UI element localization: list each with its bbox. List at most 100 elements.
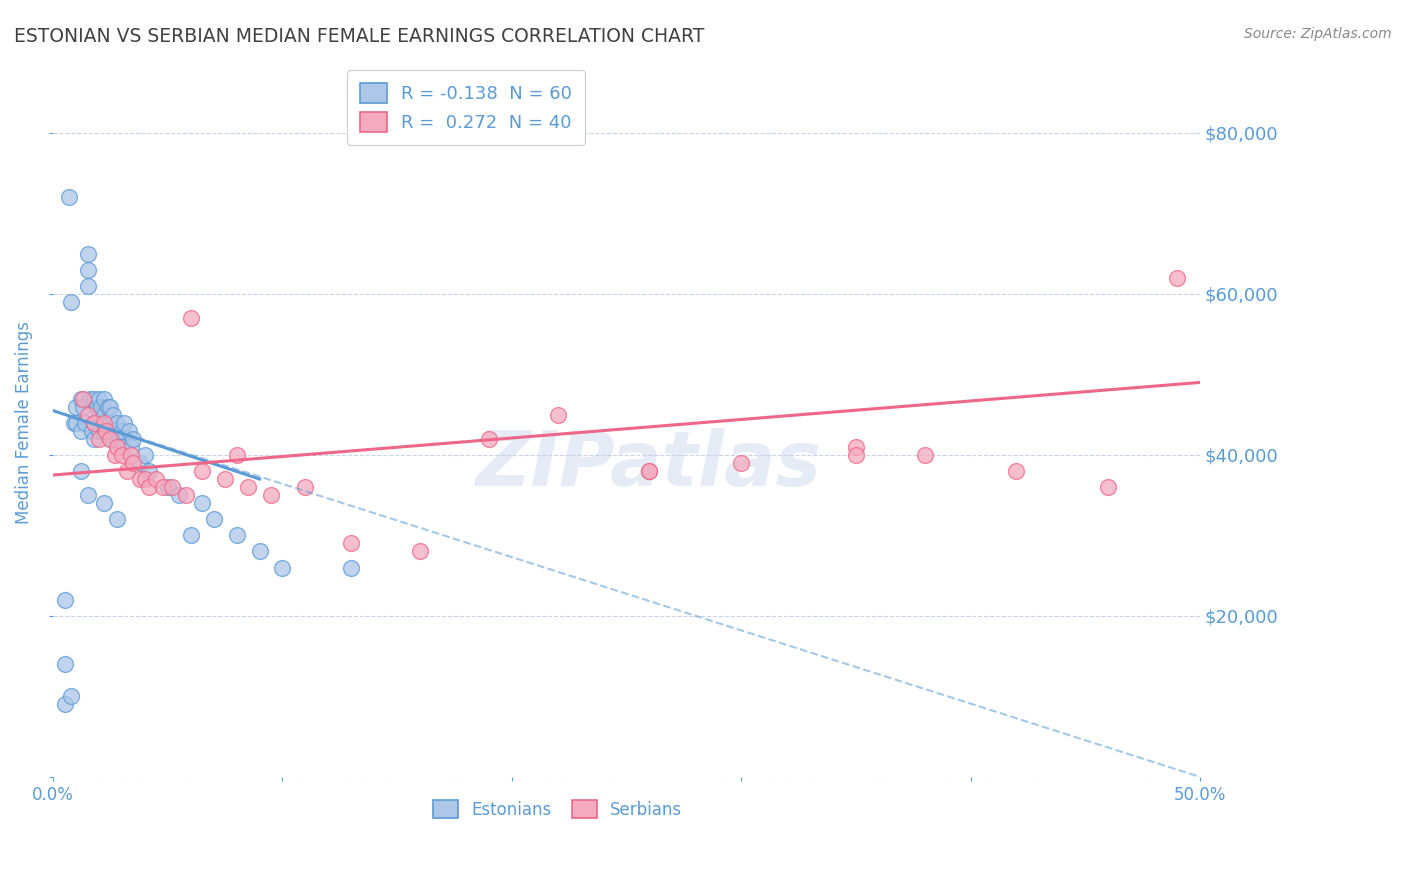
Point xyxy=(1005,464,1028,478)
Point xyxy=(225,528,247,542)
Point xyxy=(120,448,142,462)
Y-axis label: Median Female Earnings: Median Female Earnings xyxy=(15,321,32,524)
Point xyxy=(547,408,569,422)
Point xyxy=(134,472,156,486)
Point xyxy=(409,544,432,558)
Point xyxy=(260,488,283,502)
Point xyxy=(845,440,868,454)
Point xyxy=(72,400,94,414)
Point xyxy=(94,416,117,430)
Point xyxy=(69,464,91,478)
Point xyxy=(111,424,134,438)
Point xyxy=(249,544,271,558)
Point xyxy=(100,432,122,446)
Point xyxy=(93,392,115,406)
Point xyxy=(191,464,214,478)
Point xyxy=(174,488,197,502)
Point xyxy=(914,448,936,462)
Point xyxy=(75,416,97,430)
Text: Source: ZipAtlas.com: Source: ZipAtlas.com xyxy=(1244,27,1392,41)
Point xyxy=(76,408,98,422)
Point xyxy=(180,311,202,326)
Point xyxy=(169,488,191,502)
Point xyxy=(101,408,124,422)
Point xyxy=(134,448,156,462)
Point xyxy=(340,560,363,574)
Point xyxy=(83,416,105,430)
Point xyxy=(100,400,122,414)
Point xyxy=(1097,480,1119,494)
Point xyxy=(138,464,160,478)
Point xyxy=(115,464,138,478)
Point xyxy=(236,480,259,494)
Point xyxy=(83,416,105,430)
Point xyxy=(225,448,247,462)
Point xyxy=(118,424,141,438)
Point xyxy=(122,456,145,470)
Point xyxy=(122,432,145,446)
Point xyxy=(111,448,134,462)
Point xyxy=(730,456,752,470)
Point xyxy=(104,424,127,438)
Text: ESTONIAN VS SERBIAN MEDIAN FEMALE EARNINGS CORRELATION CHART: ESTONIAN VS SERBIAN MEDIAN FEMALE EARNIN… xyxy=(14,27,704,45)
Text: ZIPatlas: ZIPatlas xyxy=(477,428,823,502)
Point xyxy=(340,536,363,550)
Point xyxy=(129,472,152,486)
Point xyxy=(180,528,202,542)
Point xyxy=(65,400,87,414)
Point xyxy=(638,464,661,478)
Point xyxy=(58,190,80,204)
Point xyxy=(105,512,128,526)
Point xyxy=(100,432,122,446)
Point xyxy=(845,448,868,462)
Point xyxy=(87,424,110,438)
Point xyxy=(69,392,91,406)
Point xyxy=(60,295,83,310)
Point xyxy=(111,440,134,454)
Point xyxy=(76,278,98,293)
Point xyxy=(83,392,105,406)
Point xyxy=(86,400,108,414)
Point xyxy=(478,432,501,446)
Point xyxy=(152,480,174,494)
Point xyxy=(1166,270,1188,285)
Point xyxy=(191,496,214,510)
Point xyxy=(83,432,105,446)
Point xyxy=(129,456,152,470)
Point xyxy=(79,392,101,406)
Point xyxy=(120,440,142,454)
Point xyxy=(104,448,127,462)
Point xyxy=(93,416,115,430)
Point xyxy=(90,400,112,414)
Point xyxy=(112,416,135,430)
Point xyxy=(87,432,110,446)
Point xyxy=(638,464,661,478)
Point xyxy=(162,480,184,494)
Point xyxy=(138,480,160,494)
Point xyxy=(271,560,294,574)
Point xyxy=(72,392,94,406)
Point xyxy=(105,416,128,430)
Point xyxy=(294,480,316,494)
Point xyxy=(87,392,110,406)
Legend: Estonians, Serbians: Estonians, Serbians xyxy=(426,793,689,825)
Point xyxy=(53,698,76,712)
Point xyxy=(202,512,225,526)
Point xyxy=(214,472,236,486)
Point xyxy=(145,472,167,486)
Point xyxy=(65,416,87,430)
Point xyxy=(87,408,110,422)
Point xyxy=(60,690,83,704)
Point xyxy=(100,416,122,430)
Point xyxy=(93,424,115,438)
Point xyxy=(105,432,128,446)
Point xyxy=(105,440,128,454)
Point xyxy=(62,416,84,430)
Point xyxy=(93,496,115,510)
Point xyxy=(53,592,76,607)
Point xyxy=(82,424,104,438)
Point xyxy=(93,408,115,422)
Point xyxy=(76,488,98,502)
Point xyxy=(156,480,179,494)
Point xyxy=(94,424,117,438)
